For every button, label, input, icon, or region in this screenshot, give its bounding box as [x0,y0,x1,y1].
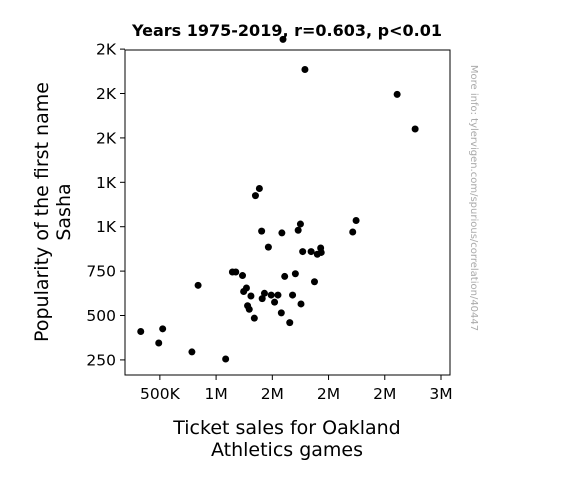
source-note: More info: tylervigen.com/spurious/corre… [468,65,479,331]
data-point [251,192,259,200]
data-point [286,319,294,327]
x-tick-label: 2M [373,385,396,403]
y-tick-label: 500 [86,307,116,325]
y-axis-label-line-1: Popularity of the first name [31,82,53,342]
data-point [296,220,304,228]
data-point [352,216,360,224]
data-point [310,278,318,286]
data-point [299,248,307,256]
y-axis: 250 500 750 1K 1K 2K 2K 2K [86,41,125,369]
data-point [317,248,325,256]
x-tick-label: 3M [429,385,452,403]
data-point [155,339,163,347]
data-point [258,227,266,235]
y-tick-label: 2K [96,41,117,59]
data-point [250,314,258,322]
y-axis-label-line-2: Sasha [53,183,75,240]
data-point [294,226,302,234]
y-tick-label: 1K [96,174,117,192]
x-tick-label: 2M [261,385,284,403]
data-point [278,229,286,237]
x-axis-label-line-1: Ticket sales for Oakland [172,417,401,439]
data-point [247,292,255,300]
data-point [188,348,196,356]
x-tick-label: 500K [140,385,181,403]
data-point [307,248,315,256]
data-point [258,295,266,303]
chart-title: Years 1975-2019, r=0.603, p<0.01 [131,21,442,40]
data-point [264,243,272,251]
x-axis: 500K 1M 2M 2M 2M 3M [140,375,453,403]
data-point [159,325,167,333]
data-point [277,309,285,317]
data-point [274,291,282,299]
y-tick-label: 2K [96,85,117,103]
data-point [393,90,401,98]
x-axis-label-line-2: Athletics games [211,439,363,461]
data-point [222,355,230,363]
data-point [245,305,253,313]
x-tick-label: 2M [317,385,340,403]
data-point [297,300,305,308]
data-point [289,291,297,299]
data-point [301,66,309,74]
data-points [137,35,419,363]
y-tick-label: 2K [96,129,117,147]
plot-area [124,49,451,376]
data-point [349,228,357,236]
data-point [271,298,279,306]
data-point [194,281,202,289]
data-point [411,125,419,133]
data-point [232,268,240,276]
data-point [255,185,263,193]
data-point [242,284,250,292]
data-point [239,272,247,280]
x-tick-label: 1M [204,385,227,403]
y-tick-label: 250 [86,351,116,369]
y-tick-label: 750 [86,263,116,281]
data-point [267,291,275,299]
data-point [291,270,299,278]
data-point [137,327,145,335]
data-point [279,35,287,43]
data-point [260,289,268,297]
y-tick-label: 1K [96,218,117,236]
data-point [281,272,289,280]
